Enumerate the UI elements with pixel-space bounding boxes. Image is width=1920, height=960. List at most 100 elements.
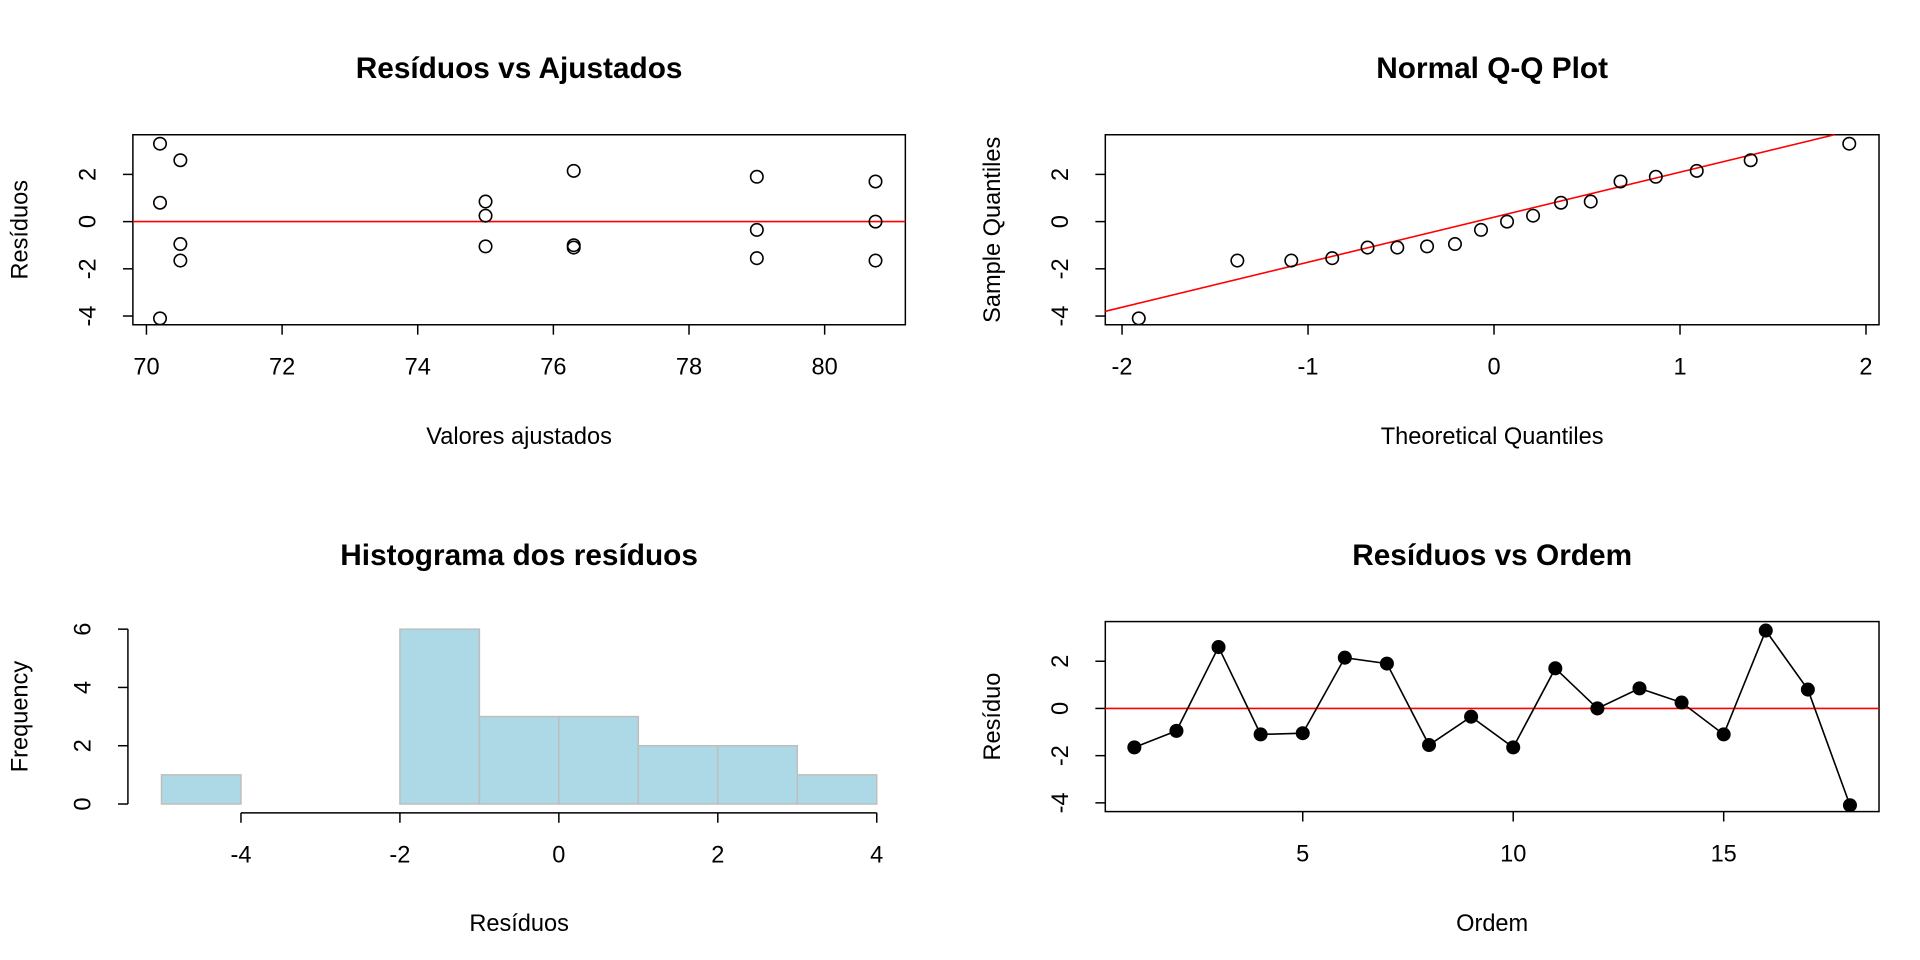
point bbox=[1716, 727, 1731, 742]
y-tick-label: 2 bbox=[70, 739, 96, 752]
point bbox=[173, 153, 188, 168]
point bbox=[1648, 169, 1663, 184]
x-tick-label: 2 bbox=[1859, 353, 1872, 379]
point bbox=[152, 136, 168, 151]
x-tick-label: 72 bbox=[269, 353, 295, 379]
point bbox=[1743, 153, 1758, 168]
chart-title: Histograma dos resíduos bbox=[340, 539, 698, 572]
y-tick-label: 4 bbox=[70, 681, 96, 694]
chart-title: Resíduos vs Ordem bbox=[1352, 539, 1632, 572]
x-axis-title: Resíduos bbox=[469, 910, 569, 936]
point bbox=[1473, 222, 1489, 237]
chart-title: Resíduos vs Ajustados bbox=[356, 52, 683, 85]
point bbox=[1360, 240, 1375, 255]
point bbox=[1337, 650, 1352, 665]
point bbox=[173, 237, 188, 252]
point bbox=[1390, 240, 1405, 255]
point bbox=[1253, 727, 1268, 742]
x-tick-label: 74 bbox=[405, 353, 431, 379]
x-tick-label: -4 bbox=[230, 842, 251, 868]
x-tick-label: 76 bbox=[540, 353, 566, 379]
point bbox=[749, 169, 764, 184]
y-tick-label: -4 bbox=[75, 306, 101, 327]
y-tick-label: 2 bbox=[1047, 168, 1073, 181]
point bbox=[868, 174, 883, 189]
y-tick-label: 0 bbox=[75, 215, 101, 228]
point bbox=[1447, 237, 1462, 252]
x-tick-label: 2 bbox=[711, 842, 724, 868]
series-line bbox=[1134, 628, 1851, 806]
plot-frame bbox=[1104, 620, 1880, 813]
point bbox=[868, 214, 883, 229]
point bbox=[1284, 253, 1299, 268]
point bbox=[1632, 681, 1647, 696]
x-tick-label: 78 bbox=[676, 353, 702, 379]
point bbox=[1422, 738, 1437, 753]
point bbox=[1230, 253, 1245, 268]
y-tick-label: 2 bbox=[75, 168, 101, 181]
y-axis-title: Resíduo bbox=[979, 673, 1005, 761]
x-axis-title: Theoretical Quantiles bbox=[1381, 423, 1604, 449]
point bbox=[478, 239, 493, 254]
y-tick-label: 2 bbox=[1047, 655, 1073, 668]
y-tick-label: -2 bbox=[1047, 258, 1073, 279]
point bbox=[1169, 723, 1184, 738]
point bbox=[1295, 726, 1310, 741]
point bbox=[1590, 701, 1605, 716]
panel: Resíduos vs Ajustados Valores ajustados Re… bbox=[6, 52, 907, 449]
point bbox=[1758, 623, 1773, 638]
y-tick-label: -4 bbox=[1047, 792, 1073, 813]
y-axis-title: Resíduos bbox=[6, 180, 32, 280]
plot-frame bbox=[132, 134, 907, 326]
y-tick-label: 6 bbox=[70, 623, 96, 636]
point bbox=[1464, 709, 1479, 724]
histogram-bar bbox=[399, 628, 481, 805]
y-tick-label: 0 bbox=[1047, 702, 1073, 715]
qq-line bbox=[1105, 133, 1835, 313]
x-tick-label: 10 bbox=[1500, 840, 1526, 866]
x-tick-label: 4 bbox=[870, 842, 883, 868]
point bbox=[868, 253, 883, 268]
point bbox=[749, 251, 764, 266]
histogram-bar bbox=[478, 715, 560, 805]
panel: Resíduos vs Ordem Ordem Resíduo 5 10 15 -4 -2 0 2 bbox=[979, 539, 1880, 936]
y-axis-title: Sample Quantiles bbox=[979, 137, 1005, 323]
histogram-bar bbox=[637, 744, 719, 805]
x-tick-label: 0 bbox=[1487, 353, 1500, 379]
panel: Histograma dos resíduos Resíduos Frequency… bbox=[6, 539, 883, 936]
point bbox=[1842, 136, 1857, 151]
point bbox=[1420, 239, 1435, 254]
x-tick-label: -2 bbox=[389, 842, 410, 868]
y-tick-label: -2 bbox=[1047, 745, 1073, 766]
point bbox=[1553, 195, 1568, 210]
y-tick-label: 0 bbox=[70, 797, 96, 810]
point bbox=[1800, 682, 1815, 697]
point bbox=[1131, 311, 1146, 326]
x-axis-title: Valores ajustados bbox=[426, 423, 612, 449]
point bbox=[1211, 640, 1226, 655]
plot-frame bbox=[1104, 134, 1880, 326]
x-tick-label: 15 bbox=[1711, 840, 1737, 866]
point bbox=[478, 194, 493, 209]
y-tick-label: -4 bbox=[1047, 306, 1073, 327]
point bbox=[1526, 208, 1541, 223]
point bbox=[478, 208, 493, 223]
x-axis-title: Ordem bbox=[1456, 910, 1528, 936]
x-tick-label: 70 bbox=[133, 353, 159, 379]
point bbox=[1613, 174, 1628, 189]
point bbox=[566, 240, 581, 255]
y-axis-title: Frequency bbox=[6, 661, 32, 773]
histogram-bar bbox=[558, 715, 640, 805]
y-tick-label: -2 bbox=[75, 258, 101, 279]
point bbox=[152, 311, 168, 326]
point bbox=[1325, 251, 1340, 266]
point bbox=[1548, 661, 1563, 676]
x-tick-label: -2 bbox=[1112, 353, 1133, 379]
point bbox=[1583, 194, 1598, 209]
panel: Normal Q-Q Plot Theoretical Quantiles Samp… bbox=[979, 52, 1880, 449]
point bbox=[566, 163, 581, 178]
point bbox=[1379, 656, 1394, 671]
x-tick-label: 80 bbox=[812, 353, 838, 379]
